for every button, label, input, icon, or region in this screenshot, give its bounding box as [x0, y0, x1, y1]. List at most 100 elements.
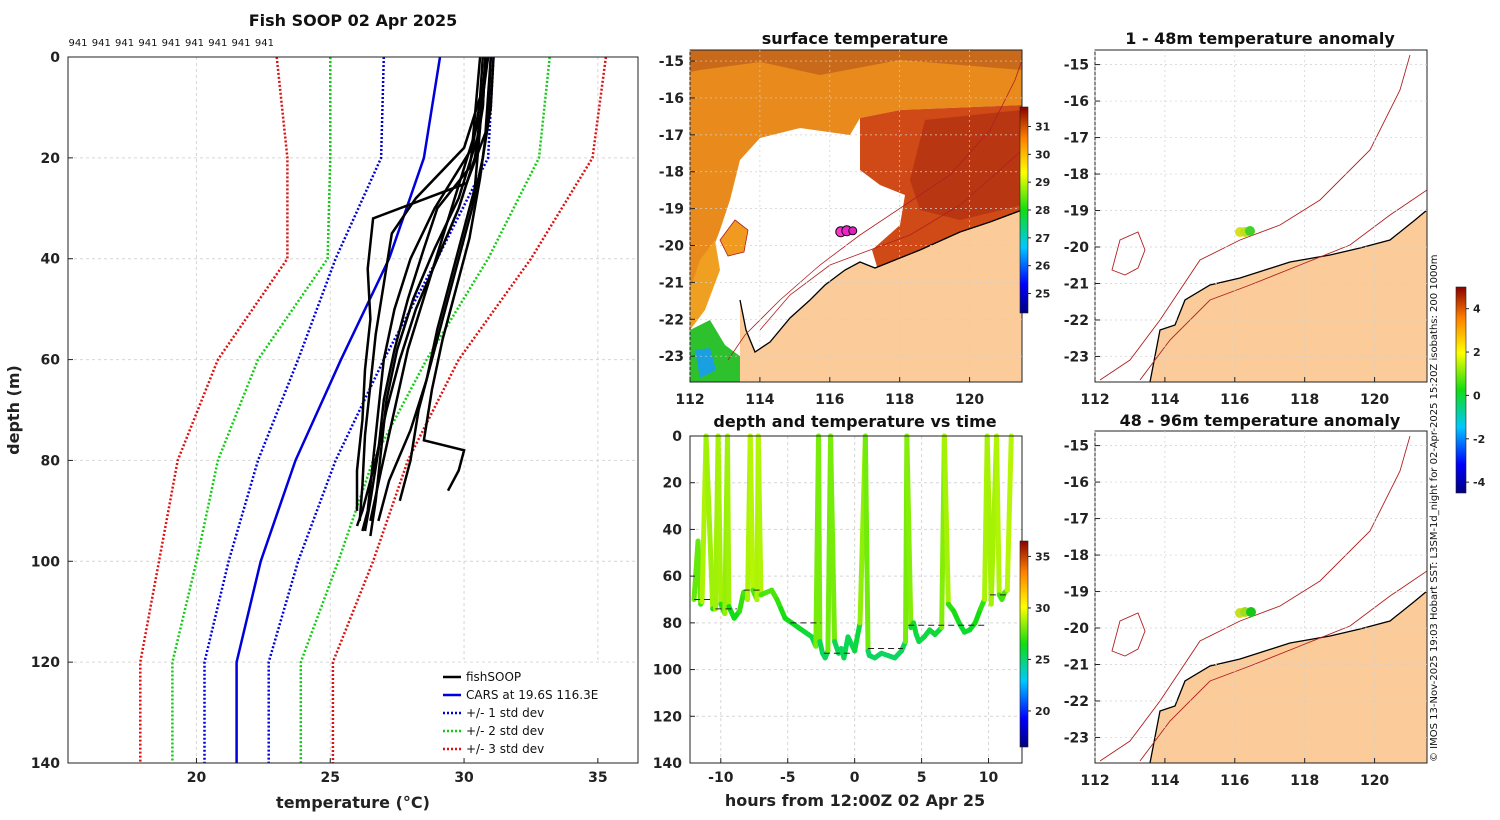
depth-time-ytick: 60: [663, 569, 683, 585]
anomaly-deep-xtick: 112: [1080, 773, 1109, 789]
sst-ytick: -16: [659, 91, 684, 107]
anomaly-deep-xtick: 120: [1360, 773, 1389, 789]
anomaly-deep-ytick: -16: [1064, 475, 1089, 491]
anomaly-deep-ytick: -19: [1064, 585, 1089, 601]
sst-coastline: [739, 209, 1022, 353]
anomaly-shallow-xtick: 120: [1360, 392, 1389, 408]
depth-time-track-segment: [747, 433, 756, 593]
profile-panel: Fish SOOP 02 Apr 2025 941 941 941 941 941 941…: [4, 11, 639, 812]
sst-colorbar: [1019, 106, 1029, 314]
std3-high-line: [331, 57, 608, 763]
profile-top-label: 941: [162, 38, 181, 49]
profile-ytick: 40: [41, 252, 61, 268]
anomaly-shallow-ytick: -16: [1064, 94, 1089, 110]
legend-std2: +/- 2 std dev: [466, 724, 544, 738]
depth-time-ytick: 80: [663, 616, 683, 632]
anomaly-shallow-xtick: 112: [1080, 392, 1109, 408]
sst-xtick: 116: [815, 392, 844, 408]
sst-panel: surface temperature 112 114 116 118 120 -15 -1…: [659, 29, 1051, 408]
profile-ytick: 120: [31, 655, 60, 671]
legend-fish: fishSOOP: [466, 670, 521, 684]
anomaly-shallow-reef: [1111, 231, 1146, 276]
profile-legend: fishSOOP CARS at 19.6S 116.3E +/- 1 std …: [437, 662, 631, 758]
depth-time-track-segment: [703, 433, 716, 612]
anomaly-deep-isobath-1000: [1099, 435, 1411, 762]
anomaly-cb-tick: 4: [1473, 303, 1481, 316]
depth-time-track: [691, 433, 1014, 661]
cars-mean-line: [235, 57, 442, 763]
fish-profile-line: [361, 57, 482, 532]
depth-time-xtick: 5: [917, 770, 927, 786]
sst-ytick: -21: [659, 275, 684, 291]
depth-time-ytick: 20: [663, 476, 683, 492]
depth-time-cb-tick: 25: [1035, 653, 1050, 666]
profile-ticks: 20 25 30 35 0 20 40 60 80 100 120 140: [31, 50, 608, 786]
anomaly-shallow-ytick: -18: [1064, 167, 1089, 183]
credit-text: © IMOS 13-Nov-2025 19:03 Hobart SST: L3S…: [1429, 254, 1440, 762]
profile-top-label: 941: [138, 38, 157, 49]
anomaly-shallow-ytick: -19: [1064, 204, 1089, 220]
sst-isobath-1000: [727, 59, 1022, 361]
sst-cb-tick: 25: [1035, 288, 1050, 301]
depth-time-track-segment: [724, 433, 732, 610]
anomaly-cb-tick: 2: [1473, 346, 1481, 359]
anomaly-shallow-ytick: -15: [1064, 58, 1089, 74]
anomaly-deep-reef: [1111, 612, 1146, 657]
anomaly-shallow-body: [1095, 50, 1427, 382]
sst-cb-tick: 29: [1035, 176, 1050, 189]
std2-high-line: [299, 57, 551, 763]
sst-title: surface temperature: [762, 29, 949, 48]
anomaly-deep-panel: 48 - 96m temperature anomaly 112 114 116 11…: [1064, 286, 1486, 789]
profile-xlabel: temperature (°C): [276, 793, 430, 812]
sst-track-dots: [835, 225, 858, 238]
depth-time-ytick: 120: [653, 709, 682, 725]
anomaly-deep-land: [1150, 591, 1427, 763]
depth-time-bottom-lines: [694, 589, 1009, 654]
anomaly-deep-xtick: 118: [1290, 773, 1319, 789]
profile-xtick: 35: [588, 770, 607, 786]
profile-top-label: 941: [115, 38, 134, 49]
profile-top-label: 941: [232, 38, 251, 49]
sst-ytick: -18: [659, 165, 684, 181]
anomaly-deep-dot: [1246, 607, 1256, 617]
anomaly-shallow-xtick: 114: [1150, 392, 1179, 408]
anomaly-shallow-ytick: -20: [1064, 240, 1090, 256]
profile-ytick: 100: [31, 554, 60, 570]
depth-time-track-segment: [755, 433, 764, 598]
profile-top-labels: 941 941 941 941 941 941 941 941 941: [68, 38, 273, 49]
profile-ytick: 80: [41, 453, 61, 469]
anomaly-shallow-title: 1 - 48m temperature anomaly: [1125, 29, 1395, 48]
sst-xtick: 118: [885, 392, 914, 408]
profile-top-label: 941: [255, 38, 274, 49]
std2-low-line: [171, 57, 332, 763]
legend-cars: CARS at 19.6S 116.3E: [466, 688, 598, 702]
std3-low-line: [139, 57, 289, 763]
depth-time-track-segment: [972, 606, 983, 626]
fish-profile-line: [369, 57, 487, 522]
depth-time-xtick: -5: [780, 770, 796, 786]
legend-std3: +/- 3 std dev: [466, 742, 544, 756]
depth-time-ytick: 100: [653, 663, 682, 679]
anomaly-shallow-dot: [1245, 226, 1255, 236]
anomaly-shallow-ytick: -23: [1064, 349, 1089, 365]
sst-cb-tick: 30: [1035, 148, 1051, 161]
sst-north-band: [690, 50, 1022, 75]
depth-time-track-segment: [941, 433, 951, 607]
anomaly-shallow-isobath-1000: [1099, 54, 1411, 381]
sst-ticks: 112 114 116 118 120 -15 -16 -17 -18 -19 -20 -21 -22 -…: [659, 50, 1022, 408]
sst-ytick: -17: [659, 128, 684, 144]
std1-low-line: [203, 57, 386, 763]
anomaly-deep-isobath-200: [1139, 570, 1427, 762]
anomaly-deep-ticks: 112 114 116 118 120 -15 -16 -17 -18 -19 -20 -21 -22 -…: [1064, 431, 1427, 789]
anomaly-deep-coastline: [1149, 590, 1427, 763]
legend-std1: +/- 1 std dev: [466, 706, 544, 720]
depth-time-track-segment: [994, 433, 1002, 598]
anomaly-deep-ytick: -20: [1064, 621, 1090, 637]
profile-ytick: 60: [41, 353, 61, 369]
depth-time-track-segment: [715, 433, 724, 607]
depth-time-xtick: -10: [708, 770, 734, 786]
depth-time-title: depth and temperature vs time: [713, 412, 996, 431]
sst-land: [740, 210, 1022, 382]
profile-xtick: 25: [321, 770, 340, 786]
sst-ytick: -23: [659, 349, 684, 365]
